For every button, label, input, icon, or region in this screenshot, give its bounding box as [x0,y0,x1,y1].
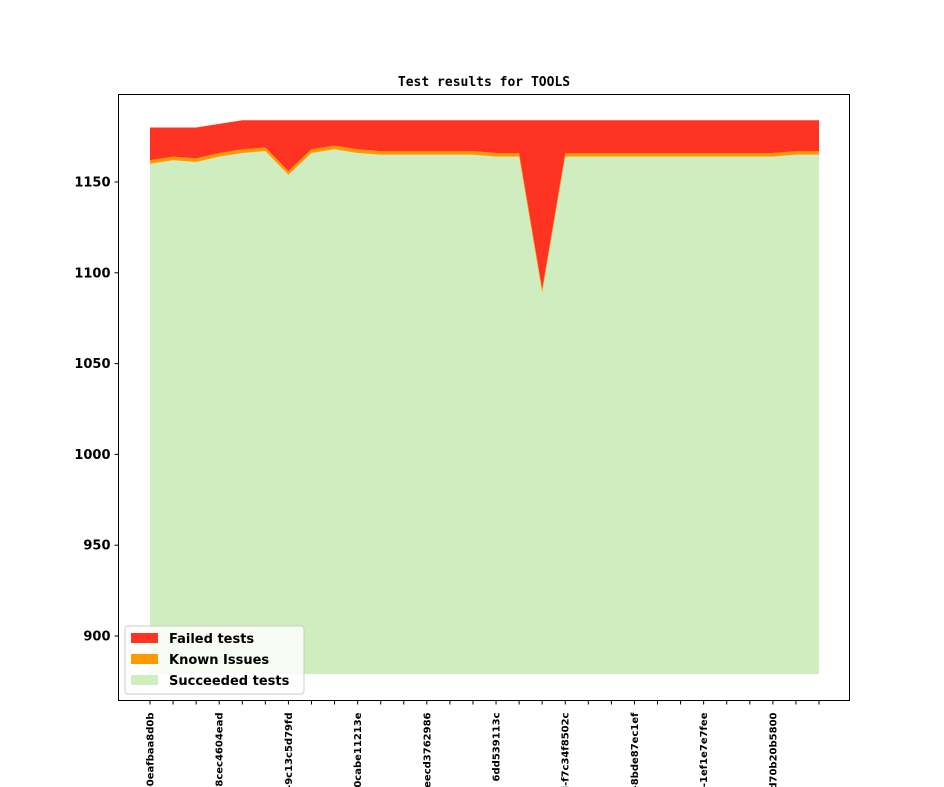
legend-box [124,625,305,695]
x-tick-label: 6dd539113c [492,712,503,781]
legend-label-succeeded-tests: Succeeded tests [169,674,290,689]
x-tick-label: -0eafbaa8d0b [146,713,157,787]
x-tick-label: d70b20b5800 [768,712,779,787]
area-succeeded-tests [150,149,819,675]
y-tick-label: 950 [83,539,110,554]
x-tick-label: eecd3762986 [422,712,433,787]
x-tick-label: -9c13c5d79fd [284,713,295,787]
legend-swatch-failed-tests [131,633,158,643]
x-tick-label: -8bde87ec1ef [630,712,641,787]
legend-swatch-known-issues [131,654,158,664]
x-tick-label: -8cec4604ead [215,713,226,787]
x-axis: -0eafbaa8d0b -8cec4604ead -9c13c5d79fd 0cab… [146,700,820,787]
plot-frame [118,94,850,701]
y-tick-label: 1000 [74,448,110,463]
chart-title: Test results for TOOLS [398,75,570,90]
x-tick-label: 0cabe11213e [353,712,364,787]
x-tick-label: i-f7c34f8502c [561,712,572,787]
y-tick-label: 1150 [74,176,110,191]
x-tick-label: -1ef1e7e7fee [699,712,710,787]
legend-label-known-issues: Known Issues [169,653,269,668]
y-tick-label: 1050 [74,357,110,372]
plot-areas [150,120,819,675]
y-tick-label: 900 [83,630,110,645]
y-axis: 900 950 1000 1050 1100 1150 [74,176,119,645]
legend-swatch-succeeded-tests [131,675,158,685]
y-tick-label: 1100 [74,266,110,281]
legend: Failed tests Known Issues Succeeded tests [124,625,305,695]
legend-label-failed-tests: Failed tests [169,632,254,647]
area-failed-tests [150,120,819,290]
